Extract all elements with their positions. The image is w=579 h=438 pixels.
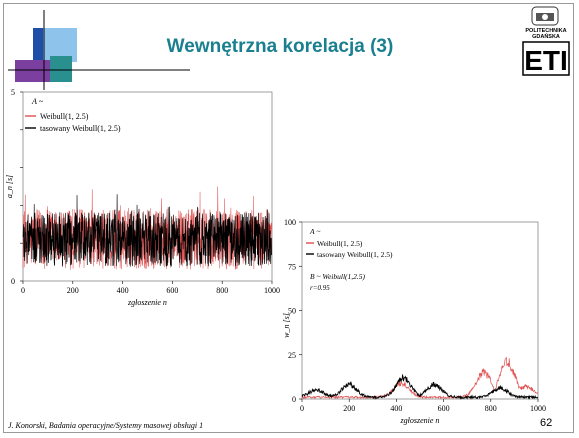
plot-area (301, 221, 539, 400)
y-axis-label: w_n [s] (282, 313, 291, 338)
slide-title: Wewnętrzna korelacja (3) (166, 36, 394, 57)
deco-teal-square (50, 56, 72, 82)
x-tick-label: 0 (21, 286, 25, 295)
x-tick-label: 200 (67, 286, 79, 295)
decorative-blocks (8, 10, 190, 90)
chart-interarrival: 0 5 0 200 400 600 800 1000 zgłoszenie n a_n [s] A … (5, 88, 280, 307)
y-tick-label: 100 (284, 218, 296, 227)
series-line-1 (301, 356, 539, 400)
series-line-1 (22, 186, 273, 270)
legend-header: A ~ (31, 97, 44, 106)
deco-purple-square (15, 60, 53, 82)
legend-label: tasowany Weibull(1, 2.5) (317, 250, 393, 259)
logo-line-1: POLITECHNIKA (525, 28, 566, 34)
legend-note: r=0.95 (310, 284, 330, 292)
legend-header: A ~ (309, 227, 320, 236)
eti-badge-text: ETI (524, 45, 568, 76)
y-axis-label: a_n [s] (5, 175, 14, 198)
x-tick-label: 200 (343, 404, 355, 413)
y-tick-label: 25 (288, 351, 296, 360)
x-tick-label: 400 (390, 404, 402, 413)
y-tick-label: 50 (288, 307, 296, 316)
x-tick-label: 0 (300, 404, 304, 413)
legend-footer: B ~ Weibull(1,2.5) (310, 272, 366, 281)
logo-line-2: GDAŃSKA (532, 32, 560, 40)
x-tick-label: 600 (438, 404, 450, 413)
page-number: 62 (540, 417, 553, 429)
x-axis-label: zgłoszenie n (400, 416, 440, 425)
series-line-2 (301, 373, 539, 400)
slide-frame (3, 3, 574, 433)
crest-icon (531, 6, 559, 26)
series-line-2 (22, 194, 272, 268)
legend-label: Weibull(1, 2.5) (40, 112, 89, 121)
y-tick-label: 0 (292, 395, 296, 404)
x-tick-label: 1000 (530, 404, 546, 413)
x-tick-label: 400 (117, 286, 129, 295)
y-tick-label: 75 (288, 262, 296, 271)
x-tick-label: 1000 (264, 286, 280, 295)
eti-badge (522, 41, 570, 76)
x-tick-label: 600 (166, 286, 178, 295)
legend-label: Weibull(1, 2.5) (317, 239, 363, 248)
y-tick-label: 0 (11, 277, 15, 286)
footer-citation: J. Konorski, Badania operacyjne/Systemy … (8, 421, 204, 430)
legend-label: tasowany Weibull(1, 2.5) (40, 124, 121, 133)
x-tick-label: 800 (216, 286, 228, 295)
university-logo: POLITECHNIKA GDAŃSKA ETI (522, 6, 570, 76)
y-tick-label: 5 (11, 88, 15, 97)
x-axis-label: zgłoszenie n (127, 298, 167, 307)
x-tick-label: 800 (485, 404, 497, 413)
